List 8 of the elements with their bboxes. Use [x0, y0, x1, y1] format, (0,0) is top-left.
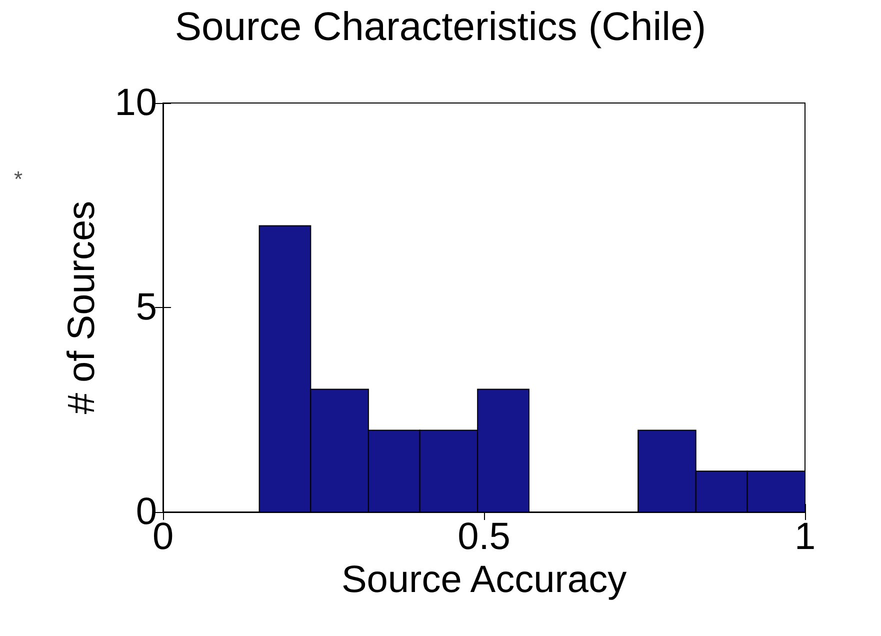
- y-tick-label: 10: [114, 82, 157, 124]
- x-tick-label: 1: [794, 516, 816, 558]
- y-axis-title: # of Sources: [61, 200, 103, 414]
- y-tick-label: 5: [136, 286, 157, 328]
- text: *: [14, 166, 23, 192]
- x-axis-title: Source Accuracy: [341, 558, 627, 601]
- x-tick-label: 0.5: [458, 516, 510, 558]
- chart-title: Source Characteristics (Chile): [174, 5, 706, 49]
